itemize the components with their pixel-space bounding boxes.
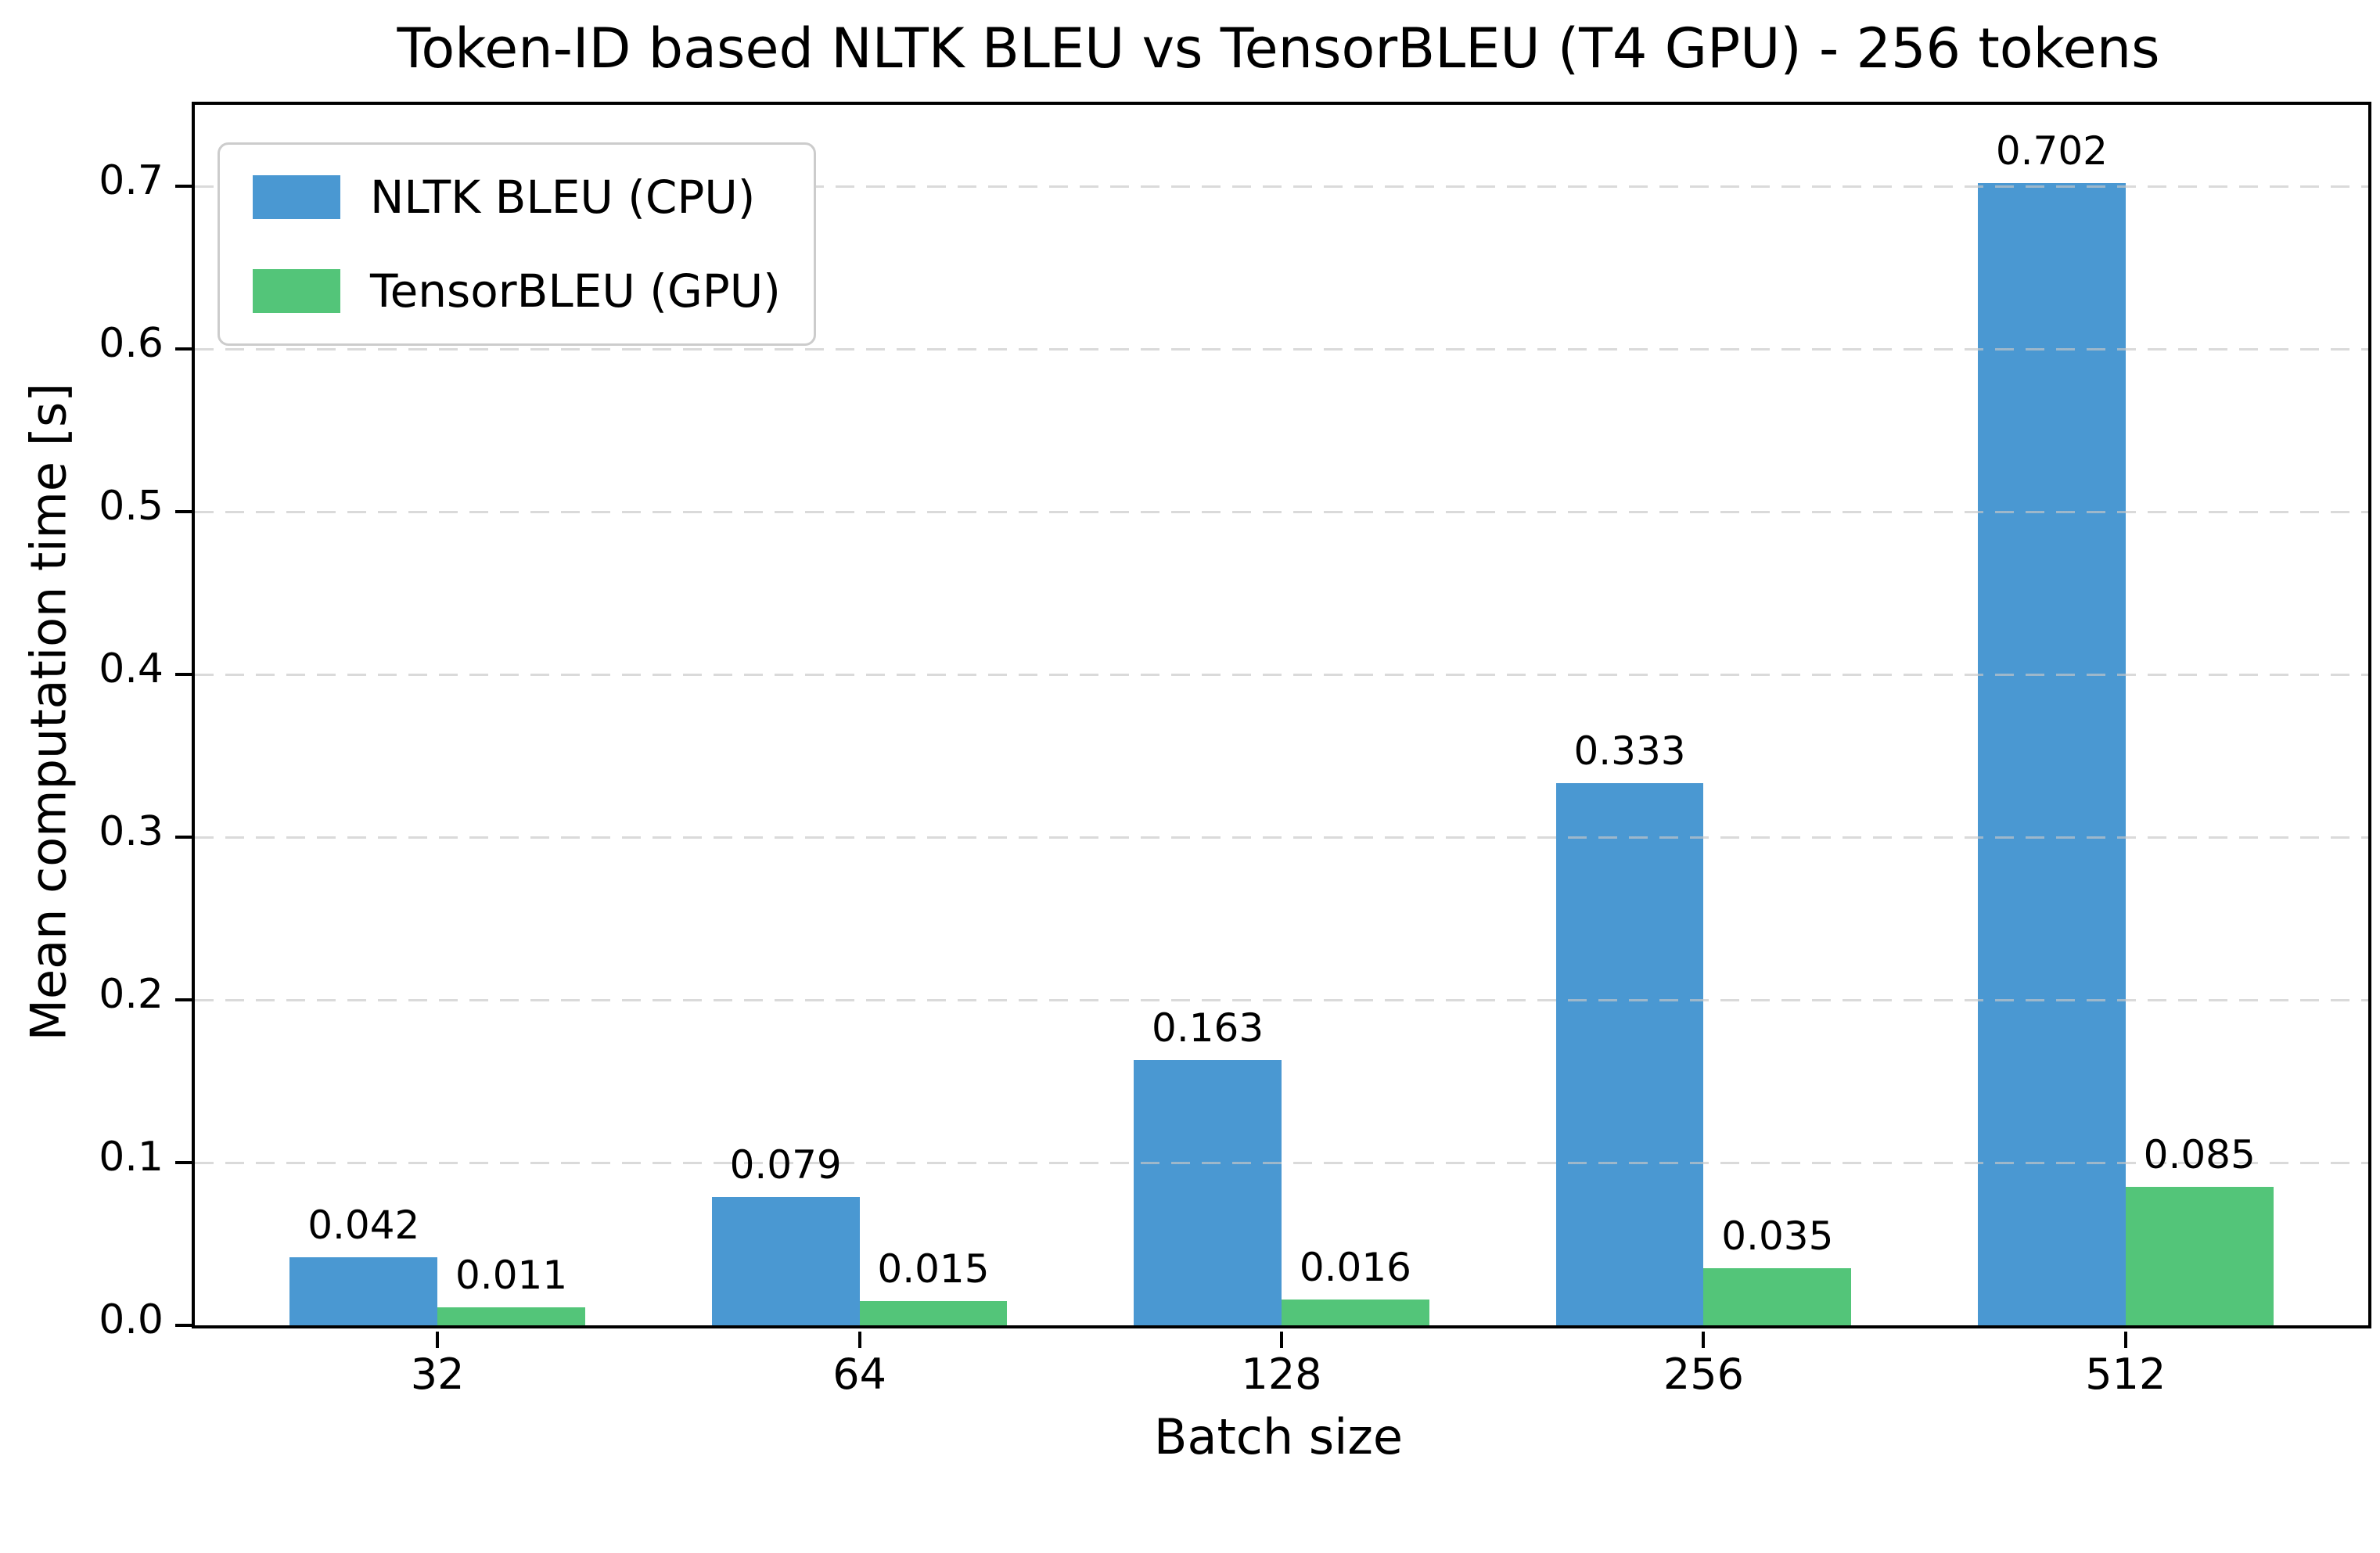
x-tick-label: 64: [832, 1350, 886, 1399]
bar-tensorbleu-gpu--64: [859, 1300, 1008, 1325]
y-tick-label: 0.2: [99, 971, 164, 1018]
bar-value-label: 0.016: [1299, 1244, 1411, 1290]
bar-value-label: 0.042: [307, 1202, 420, 1248]
x-tick-mark: [857, 1332, 861, 1348]
y-tick-label: 0.4: [99, 645, 164, 692]
bar-value-label: 0.163: [1152, 1005, 1264, 1051]
legend: NLTK BLEU (CPU) TensorBLEU (GPU): [218, 142, 816, 346]
y-tick-mark: [175, 673, 192, 676]
y-tick-mark: [175, 185, 192, 188]
bar-value-label: 0.035: [1721, 1213, 1834, 1260]
bar-nltk-bleu-cpu--64: [711, 1196, 860, 1325]
bar-value-label: 0.333: [1573, 728, 1686, 775]
bar-nltk-bleu-cpu--256: [1555, 783, 1704, 1325]
x-tick-label: 256: [1663, 1350, 1744, 1399]
y-tick-label: 0.3: [99, 808, 164, 855]
y-tick-label: 0.1: [99, 1134, 164, 1181]
legend-label-nltk-bleu-cpu: NLTK BLEU (CPU): [370, 171, 756, 224]
y-tick-mark: [175, 998, 192, 1001]
x-tick-mark: [1702, 1332, 1706, 1348]
y-axis-label: Mean computation time [s]: [20, 383, 77, 1041]
bar-nltk-bleu-cpu--32: [289, 1256, 438, 1325]
bar-nltk-bleu-cpu--128: [1134, 1059, 1282, 1325]
x-tick-mark: [2123, 1332, 2127, 1348]
y-tick-mark: [175, 1161, 192, 1164]
bar-value-label: 0.015: [877, 1246, 990, 1292]
legend-item-nltk-bleu-cpu: NLTK BLEU (CPU): [253, 174, 781, 220]
bar-value-label: 0.085: [2143, 1132, 2256, 1178]
bar-value-label: 0.079: [729, 1141, 842, 1188]
legend-item-tensorbleu-gpu: TensorBLEU (GPU): [253, 268, 781, 314]
bar-tensorbleu-gpu--256: [1703, 1268, 1852, 1325]
y-tick-mark: [175, 1324, 192, 1327]
bar-nltk-bleu-cpu--512: [1978, 182, 2126, 1325]
plot-area: 0.042 0.011 0.079 0.015 0.163 0.016 0.333 0.035…: [99, 102, 2371, 1396]
nltk-bleu-cpu-swatch-icon: [253, 175, 340, 219]
x-tick-label: 32: [410, 1350, 465, 1399]
bar-value-label: 0.702: [1995, 128, 2108, 174]
y-tick-mark: [175, 836, 192, 839]
y-tick-label: 0.5: [99, 483, 164, 530]
y-tick-mark: [175, 510, 192, 513]
bar-value-label: 0.011: [455, 1253, 568, 1299]
bar-tensorbleu-gpu--512: [2125, 1187, 2274, 1325]
y-tick-label: 0.0: [99, 1296, 164, 1343]
tensorbleu-gpu-swatch-icon: [253, 269, 340, 313]
x-axis-label: Batch size: [1153, 1408, 1404, 1465]
y-tick-label: 0.7: [99, 157, 164, 204]
x-tick-mark: [1280, 1332, 1283, 1348]
x-tick-mark: [436, 1332, 440, 1348]
x-tick-label: 512: [2085, 1350, 2166, 1399]
legend-label-tensorbleu-gpu: TensorBLEU (GPU): [370, 264, 781, 318]
y-tick-label: 0.6: [99, 320, 164, 367]
chart-title: Token-ID based NLTK BLEU vs TensorBLEU (…: [397, 16, 2160, 81]
y-tick-mark: [175, 347, 192, 351]
x-tick-label: 128: [1241, 1350, 1322, 1399]
bar-tensorbleu-gpu--128: [1282, 1299, 1429, 1325]
bar-tensorbleu-gpu--32: [437, 1307, 585, 1325]
